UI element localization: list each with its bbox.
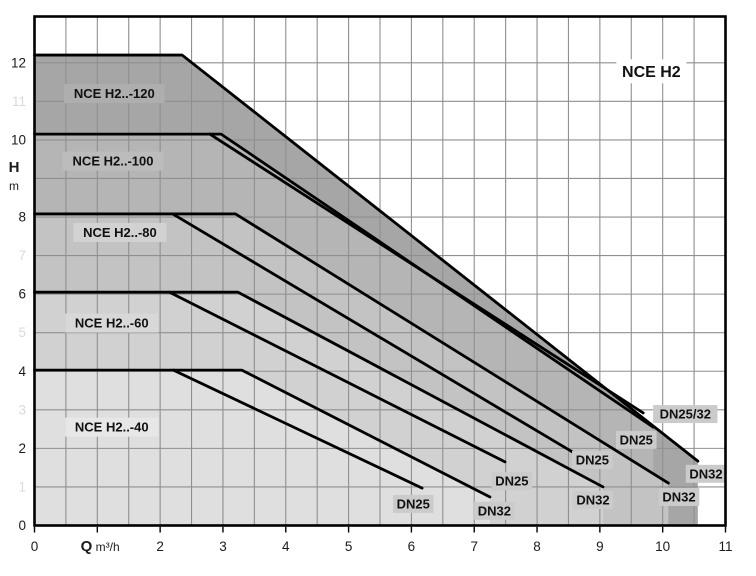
dn-label-box [474,501,515,520]
dn-label-dn32: DN32 [685,464,727,483]
model-label-text: NCE H2..-40 [75,420,149,435]
chart-title: NCE H2 [616,59,687,84]
model-label-box [63,84,165,104]
model-label-nce-h2-100: NCE H2..-100 [62,151,164,171]
model-label-box [62,151,164,171]
curve-nce-h2-100-dn25 [208,132,645,415]
dn-label-box [491,472,533,491]
y-axis-symbol: H [9,159,20,176]
dn-label-dn32: DN32 [658,487,700,506]
y-tick-label: 4 [18,364,26,379]
curve-nce-h2-60-dn25 [168,290,507,464]
dn-label-text: DN25 [576,452,609,467]
dn-label-box [658,487,700,506]
dn-label-box [572,450,613,469]
y-tick-label: 1 [18,479,26,494]
x-tick-label: 0 [31,539,39,554]
dn-label-dn25: DN25 [392,494,434,513]
y-tick-label: 0 [18,518,26,533]
dn-label-box [572,491,614,510]
y-axis-unit: m [9,179,19,193]
dn-label-box [615,430,657,449]
model-label-nce-h2-40: NCE H2..-40 [65,417,159,437]
chart-title-box [616,59,687,84]
dn-label-text: DN32 [662,489,695,504]
y-tick-label: 3 [18,402,26,417]
x-axis: 0 2 3 4 5 6 7 8 9 10 11 Q m³/h [31,526,733,555]
curve-nce-h2-40-dn25 [171,368,424,490]
model-label-nce-h2-120: NCE H2..-120 [63,84,165,104]
y-tick-label: 12 [11,55,26,70]
y-tick-label: 2 [18,441,26,456]
x-tick-label: 4 [282,539,290,554]
x-tick-label: 9 [596,539,604,554]
dn-label-dn32: DN32 [572,491,614,510]
model-label-nce-h2-60: NCE H2..-60 [65,313,159,333]
model-label-text: NCE H2..-100 [73,154,154,169]
model-label-box [73,222,167,242]
dn-labels: DN25 DN32 DN25 DN32 DN25 DN32 DN25 DN32 DN25/32 [392,405,727,520]
curve-nce-h2-40-dn32 [33,368,492,499]
y-tick-label: 8 [18,210,26,225]
curve-nce-h2-80-dn32 [33,212,670,485]
dn-label-text: DN25/32 [660,407,711,422]
x-tick-label: 2 [156,539,164,554]
x-tick-label: 10 [655,539,670,554]
dn-label-box [653,405,718,424]
dn-label-text: DN25 [620,432,653,447]
dn-label-text: DN32 [689,466,722,481]
x-tick-label: 5 [345,539,353,554]
dn-label-box [685,464,727,483]
y-tick-label: 10 [11,132,26,147]
model-label-text: NCE H2..-120 [74,86,155,101]
x-tick-label: 8 [533,539,541,554]
x-tick-label: 6 [408,539,416,554]
x-tick-label: 7 [470,539,478,554]
model-label-box [65,417,159,437]
dn-label-dn25: DN25 [615,430,657,449]
model-label-nce-h2-80: NCE H2..-80 [73,222,167,242]
plot-border [33,15,727,527]
chart-title-label: NCE H2 [622,64,681,81]
dn-label-dn25: DN25 [491,472,533,491]
curve-nce-h2-80-dn25 [171,212,574,454]
dn-label-text: DN32 [478,503,511,518]
dn-label-text: DN25 [397,496,430,511]
x-tick-label: 3 [219,539,227,554]
model-label-text: NCE H2..-80 [83,225,157,240]
model-label-text: NCE H2..-60 [75,316,149,331]
dn-label-text: DN32 [576,493,609,508]
dn-label-dn32: DN32 [474,501,515,520]
x-tick-label: 11 [718,539,732,554]
curve-nce-h2-120-dn25-32 [33,53,700,463]
curve-nce-h2-100-dn32 [33,132,655,429]
model-label-box [65,313,159,333]
dn-label-box [392,494,434,513]
dn-label-text: DN25 [495,474,528,489]
model-labels: NCE H2..-120 NCE H2..-100 NCE H2..-80 NCE H… [62,84,167,437]
y-tick-label: 7 [18,248,26,263]
y-tick-label: 11 [12,94,26,109]
pump-curves [33,53,700,499]
dn-label-dn25-32: DN25/32 [653,405,718,424]
y-tick-label: 5 [18,325,26,340]
dn-label-dn25: DN25 [572,450,613,469]
y-tick-label: 6 [18,287,26,302]
curve-nce-h2-60-dn32 [33,290,605,489]
x-axis-title: Q m³/h [81,538,120,555]
